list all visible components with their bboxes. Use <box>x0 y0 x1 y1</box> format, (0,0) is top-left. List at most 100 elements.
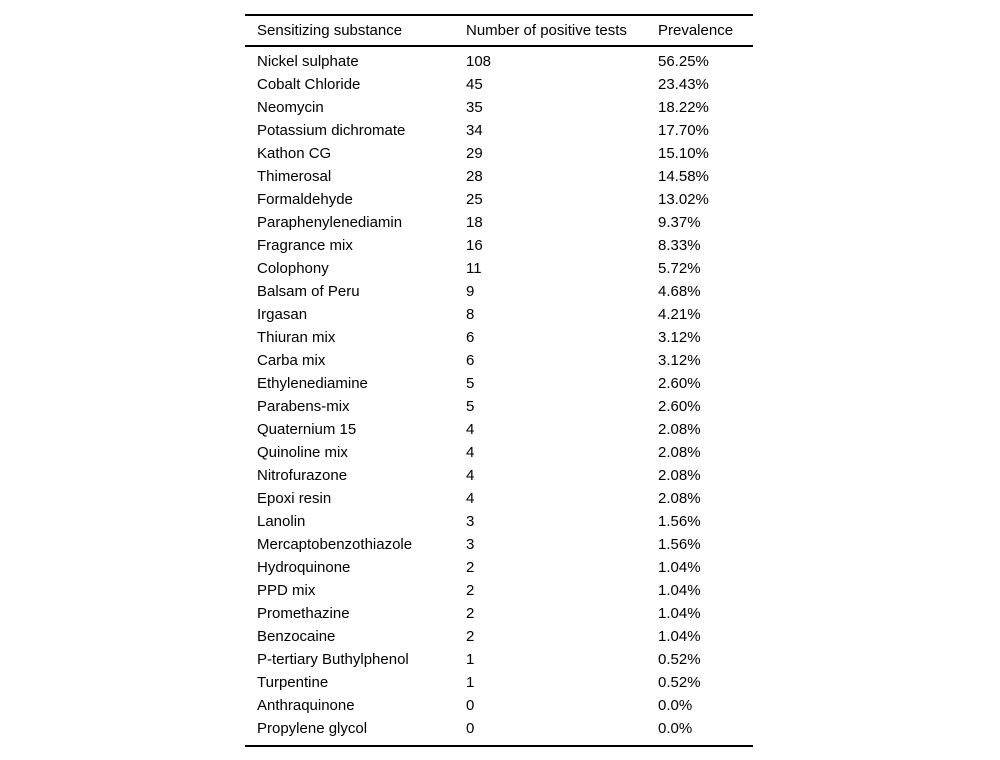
substance-cell: PPD mix <box>257 582 316 599</box>
positive-tests-cell: 34 <box>466 122 483 139</box>
substance-cell: Fragrance mix <box>257 237 353 254</box>
table-row: PPD mix 2 1.04% <box>245 579 753 602</box>
prevalence-cell: 8.33% <box>658 237 701 254</box>
prevalence-cell: 18.22% <box>658 99 709 116</box>
table-row: Nitrofurazone 4 2.08% <box>245 464 753 487</box>
table-row: Lanolin 3 1.56% <box>245 510 753 533</box>
table-row: Fragrance mix 16 8.33% <box>245 234 753 257</box>
prevalence-cell: 3.12% <box>658 329 701 346</box>
table-row: Benzocaine 2 1.04% <box>245 625 753 648</box>
prevalence-cell: 1.04% <box>658 559 701 576</box>
positive-tests-cell: 2 <box>466 605 475 622</box>
column-header-prevalence: Prevalence <box>658 15 753 47</box>
positive-tests-cell: 35 <box>466 99 483 116</box>
table-row: Potassium dichromate 34 17.70% <box>245 119 753 142</box>
prevalence-cell: 4.21% <box>658 306 701 323</box>
prevalence-cell: 2.08% <box>658 490 701 507</box>
substance-cell: Quinoline mix <box>257 444 348 461</box>
substance-cell: Irgasan <box>257 306 308 323</box>
prevalence-cell: 2.08% <box>658 467 701 484</box>
positive-tests-cell: 4 <box>466 467 475 484</box>
substance-cell: Mercaptobenzothiazole <box>257 536 413 553</box>
substance-cell: Potassium dichromate <box>257 122 406 139</box>
positive-tests-cell: 2 <box>466 559 475 576</box>
positive-tests-cell: 8 <box>466 306 475 323</box>
substance-cell: Parabens-mix <box>257 398 350 415</box>
positive-tests-cell: 29 <box>466 145 483 162</box>
positive-tests-cell: 25 <box>466 191 483 208</box>
column-header-positive-tests: Number of positive tests <box>466 15 658 47</box>
positive-tests-cell: 4 <box>466 421 475 438</box>
table-row: Nickel sulphate 108 56.25% <box>245 46 753 73</box>
table-row: Quaternium 15 4 2.08% <box>245 418 753 441</box>
table-row: Hydroquinone 2 1.04% <box>245 556 753 579</box>
substance-cell: Benzocaine <box>257 628 336 645</box>
prevalence-cell: 2.60% <box>658 398 701 415</box>
positive-tests-cell: 11 <box>466 260 482 277</box>
positive-tests-cell: 1 <box>466 651 475 668</box>
table-row: Irgasan 8 4.21% <box>245 303 753 326</box>
prevalence-cell: 9.37% <box>658 214 701 231</box>
positive-tests-cell: 0 <box>466 697 475 714</box>
column-header-substance: Sensitizing substance <box>245 15 466 47</box>
prevalence-cell: 56.25% <box>658 53 709 70</box>
prevalence-cell: 17.70% <box>658 122 709 139</box>
substance-cell: Anthraquinone <box>257 697 355 714</box>
table-row: Kathon CG 29 15.10% <box>245 142 753 165</box>
substance-cell: Hydroquinone <box>257 559 351 576</box>
substance-cell: Cobalt Chloride <box>257 76 361 93</box>
prevalence-cell: 1.04% <box>658 582 701 599</box>
prevalence-cell: 0.0% <box>658 697 693 714</box>
table-row: Neomycin 35 18.22% <box>245 96 753 119</box>
positive-tests-cell: 2 <box>466 628 475 645</box>
table-row: Epoxi resin 4 2.08% <box>245 487 753 510</box>
positive-tests-cell: 3 <box>466 513 475 530</box>
table-row: Balsam of Peru 9 4.68% <box>245 280 753 303</box>
positive-tests-cell: 5 <box>466 375 475 392</box>
positive-tests-cell: 5 <box>466 398 475 415</box>
table-row: Cobalt Chloride 45 23.43% <box>245 73 753 96</box>
positive-tests-cell: 45 <box>466 76 483 93</box>
positive-tests-cell: 9 <box>466 283 475 300</box>
prevalence-cell: 0.0% <box>658 720 693 737</box>
prevalence-cell: 1.04% <box>658 605 701 622</box>
prevalence-cell: 14.58% <box>658 168 709 185</box>
substance-cell: Epoxi resin <box>257 490 332 507</box>
prevalence-cell: 3.12% <box>658 352 701 369</box>
positive-tests-cell: 6 <box>466 352 475 369</box>
positive-tests-cell: 18 <box>466 214 483 231</box>
table-row: Quinoline mix 4 2.08% <box>245 441 753 464</box>
substance-cell: Quaternium 15 <box>257 421 357 438</box>
table-row: Anthraquinone 0 0.0% <box>245 694 753 717</box>
table-row: Carba mix 6 3.12% <box>245 349 753 372</box>
table-row: P-tertiary Buthylphenol 1 0.52% <box>245 648 753 671</box>
substance-cell: Formaldehyde <box>257 191 353 208</box>
positive-tests-cell: 28 <box>466 168 483 185</box>
prevalence-cell: 2.08% <box>658 444 701 461</box>
positive-tests-cell: 108 <box>466 53 492 70</box>
table-row: Formaldehyde 25 13.02% <box>245 188 753 211</box>
substance-cell: Paraphenylenediamin <box>257 214 403 231</box>
substance-cell: Kathon CG <box>257 145 332 162</box>
substance-cell: Balsam of Peru <box>257 283 360 300</box>
sensitization-table-container: Sensitizing substance Number of positive… <box>245 14 753 747</box>
table-body: Nickel sulphate 108 56.25% Cobalt Chloride 4… <box>245 46 753 746</box>
prevalence-cell: 13.02% <box>658 191 709 208</box>
table-row: Mercaptobenzothiazole 3 1.56% <box>245 533 753 556</box>
positive-tests-cell: 6 <box>466 329 475 346</box>
prevalence-cell: 23.43% <box>658 76 709 93</box>
positive-tests-cell: 1 <box>466 674 475 691</box>
prevalence-cell: 4.68% <box>658 283 701 300</box>
positive-tests-cell: 4 <box>466 444 475 461</box>
substance-cell: Lanolin <box>257 513 306 530</box>
table-row: Turpentine 1 0.52% <box>245 671 753 694</box>
table-row: Ethylenediamine 5 2.60% <box>245 372 753 395</box>
prevalence-cell: 1.56% <box>658 536 701 553</box>
substance-cell: Nickel sulphate <box>257 53 359 70</box>
sensitization-table: Sensitizing substance Number of positive… <box>245 14 753 747</box>
substance-cell: Carba mix <box>257 352 326 369</box>
substance-cell: Ethylenediamine <box>257 375 368 392</box>
substance-cell: Turpentine <box>257 674 329 691</box>
prevalence-cell: 1.04% <box>658 628 701 645</box>
prevalence-cell: 2.08% <box>658 421 701 438</box>
